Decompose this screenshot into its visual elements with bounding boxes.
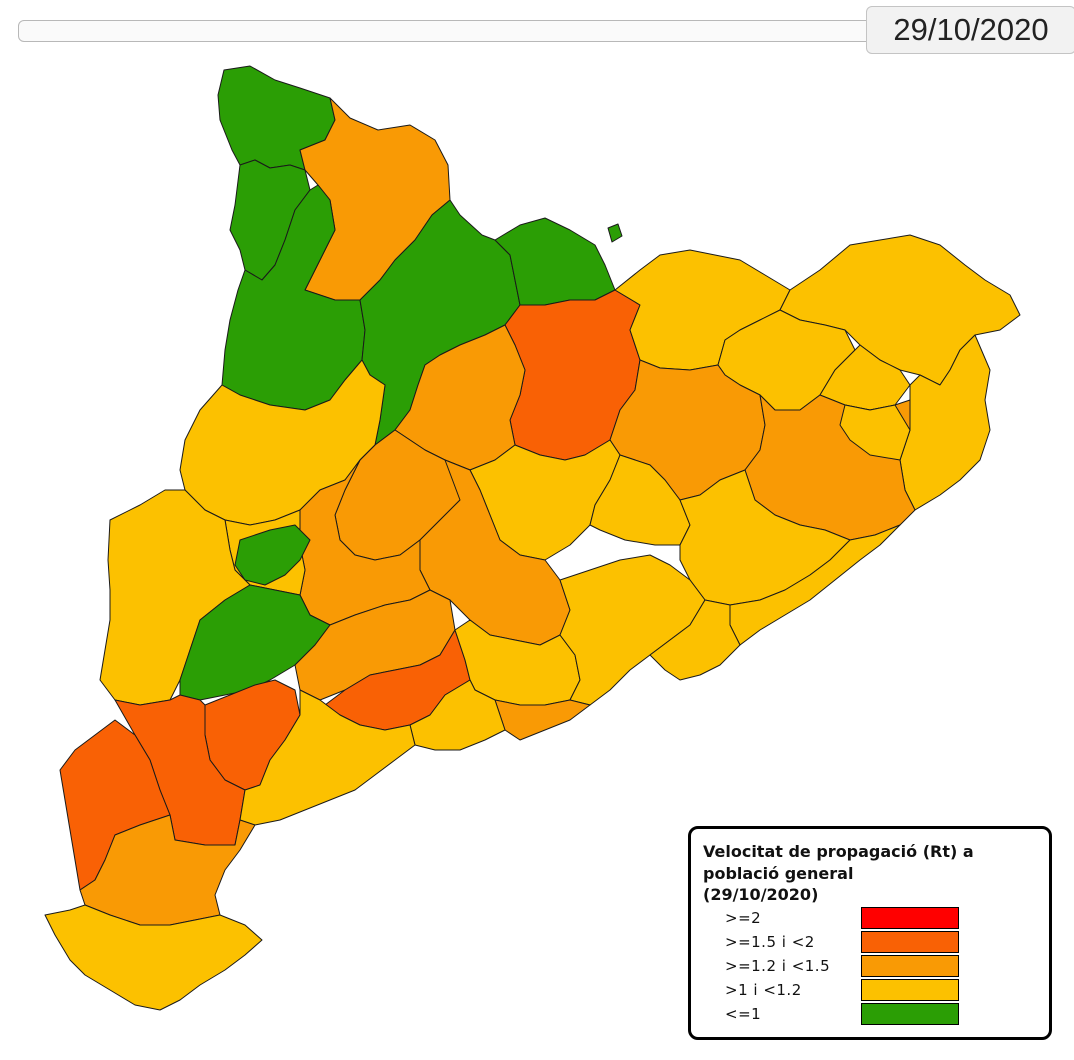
map-region[interactable] (839, 404, 911, 461)
map-legend: Velocitat de propagació (Rt) a població … (688, 826, 1052, 1040)
legend-item: >=1.2 i <1.5 (691, 955, 1049, 979)
map-region[interactable] (234, 524, 311, 586)
legend-title: Velocitat de propagació (Rt) a població … (703, 842, 974, 883)
map-region[interactable] (729, 524, 901, 646)
legend-label: >=1.5 i <2 (725, 933, 815, 951)
legend-swatch (861, 1003, 959, 1025)
legend-swatch (861, 979, 959, 1001)
legend-item: >=2 (691, 907, 1049, 931)
map-region[interactable] (239, 689, 416, 826)
legend-label: >1 i <1.2 (725, 981, 802, 999)
legend-swatch (861, 955, 959, 977)
map-region[interactable] (649, 599, 741, 681)
legend-swatch (861, 907, 959, 929)
legend-item: >1 i <1.2 (691, 979, 1049, 1003)
legend-swatch (861, 931, 959, 953)
legend-label: >=2 (725, 909, 762, 927)
legend-item: >=1.5 i <2 (691, 931, 1049, 955)
legend-date: (29/10/2020) (703, 885, 819, 904)
legend-label: >=1.2 i <1.5 (725, 957, 831, 975)
date-display: 29/10/2020 (866, 6, 1074, 54)
map-region[interactable] (44, 904, 263, 1011)
map-region[interactable] (494, 699, 591, 741)
map-region[interactable] (589, 454, 691, 546)
legend-item: <=1 (691, 1003, 1049, 1027)
map-region[interactable] (607, 223, 623, 243)
map-region[interactable] (409, 679, 506, 751)
legend-label: <=1 (725, 1005, 762, 1023)
